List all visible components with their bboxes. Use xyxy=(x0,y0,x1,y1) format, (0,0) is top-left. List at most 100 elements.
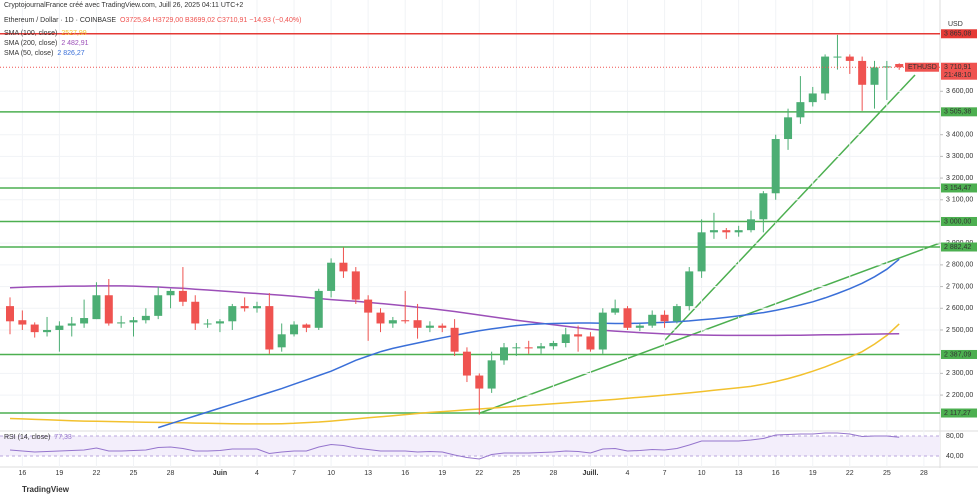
y-tick-label: 2 200,00 xyxy=(946,392,973,399)
candle-body xyxy=(401,320,410,322)
candle-body xyxy=(648,314,657,326)
y-tick-label: 3 300,00 xyxy=(946,153,973,160)
candle-body xyxy=(388,320,397,324)
x-tick-label: 19 xyxy=(438,470,446,477)
candle-body xyxy=(166,290,175,296)
x-tick-label: 16 xyxy=(18,470,26,477)
legend-value: 77,33 xyxy=(54,434,72,441)
level-label: 3 505,38 xyxy=(944,109,971,116)
x-tick-label: 28 xyxy=(167,470,175,477)
level-label: 3 865,08 xyxy=(944,31,971,38)
candle-body xyxy=(537,346,546,349)
candle-body xyxy=(253,306,261,309)
candle-body xyxy=(487,360,496,389)
candle-body xyxy=(524,347,533,349)
level-badge xyxy=(941,349,977,359)
candle-body xyxy=(178,290,187,302)
candle-body xyxy=(339,262,348,272)
candle-body xyxy=(376,312,385,324)
candle-body xyxy=(796,102,805,118)
candle-body xyxy=(598,312,607,350)
candle-body xyxy=(759,193,768,220)
candle-body xyxy=(55,325,64,330)
x-tick-label: 7 xyxy=(663,470,667,477)
legend-name: RSI (14, close) xyxy=(4,434,51,441)
level-label: 2 387,09 xyxy=(944,351,971,358)
candle-body xyxy=(30,324,39,333)
candle-body xyxy=(462,351,471,376)
candle-body xyxy=(771,139,780,194)
trendline xyxy=(479,242,941,414)
x-tick-label: 25 xyxy=(512,470,520,477)
candle-body xyxy=(203,323,212,325)
candle-body xyxy=(240,306,249,309)
candle-body xyxy=(685,271,694,307)
sma-legend: SMA (50, close) 2 826,27 xyxy=(4,50,89,57)
candle-body xyxy=(154,295,163,316)
rsi-background xyxy=(0,436,940,456)
candle-body xyxy=(351,271,360,300)
candle-body xyxy=(870,67,879,85)
rsi-legend: RSI (14, close) 77,33 xyxy=(4,434,76,441)
legend-value: 2 826,27 xyxy=(57,50,85,57)
x-tick-label: Juin xyxy=(213,470,227,477)
candle-body xyxy=(314,290,323,328)
candle-body xyxy=(92,295,101,320)
legend-value: 2 482,91 xyxy=(61,40,89,47)
candle-body xyxy=(561,334,570,343)
sma-legend: SMA (200, close) 2 482,91 xyxy=(4,40,93,47)
candle-body xyxy=(734,230,743,233)
x-tick-label: 19 xyxy=(56,470,64,477)
candle-body xyxy=(80,318,89,324)
x-tick-label: Juill. xyxy=(582,470,598,477)
x-tick-label: 22 xyxy=(846,470,854,477)
x-tick-label: 28 xyxy=(920,470,928,477)
level-label: 3 000,00 xyxy=(944,218,971,225)
attribution: CryptojournalFrance créé avec TradingVie… xyxy=(4,2,244,9)
candle-body xyxy=(672,306,681,322)
candle-body xyxy=(67,323,76,326)
x-tick-label: 4 xyxy=(255,470,259,477)
level-badge xyxy=(941,107,977,117)
last-price-badge xyxy=(941,62,977,80)
y-tick-label: 3 600,00 xyxy=(946,88,973,95)
candle-body xyxy=(821,56,830,94)
y-tick-label: 2 700,00 xyxy=(946,283,973,290)
y-tick-label: 2 600,00 xyxy=(946,305,973,312)
legend-name: SMA (50, close) xyxy=(4,50,54,57)
candle-body xyxy=(265,306,274,350)
candle-body xyxy=(290,324,299,335)
candle-body xyxy=(833,56,842,58)
candle-body xyxy=(438,325,447,328)
y-tick-label: 3 200,00 xyxy=(946,175,973,182)
candle-body xyxy=(586,336,595,350)
last-price-label: 3 710,91 xyxy=(944,64,971,71)
y-tick-label: 2 800,00 xyxy=(946,262,973,269)
level-badge xyxy=(941,29,977,39)
level-badge xyxy=(941,242,977,252)
candle-body xyxy=(808,93,817,103)
candle-body xyxy=(129,320,138,323)
candle-body xyxy=(635,325,644,328)
candle-body xyxy=(450,327,459,352)
x-tick-label: 4 xyxy=(626,470,630,477)
y-tick-label: 3 100,00 xyxy=(946,197,973,204)
level-badge xyxy=(941,408,977,418)
candle-body xyxy=(215,321,224,324)
rsi-line xyxy=(9,432,900,460)
candle-body xyxy=(302,324,311,328)
candle-body xyxy=(327,262,336,291)
x-tick-label: 22 xyxy=(475,470,483,477)
y-tick-label: 2 500,00 xyxy=(946,327,973,334)
candle-body xyxy=(104,295,113,324)
symbol-badge xyxy=(905,62,939,72)
candle-body xyxy=(277,334,286,348)
x-tick-label: 7 xyxy=(292,470,296,477)
y-tick-label: 2 300,00 xyxy=(946,370,973,377)
candle-body xyxy=(895,63,904,68)
candle-body xyxy=(425,325,434,328)
symbol-label: ETHUSD xyxy=(908,64,937,71)
countdown: 21:48:10 xyxy=(944,72,971,79)
x-tick-label: 13 xyxy=(364,470,372,477)
